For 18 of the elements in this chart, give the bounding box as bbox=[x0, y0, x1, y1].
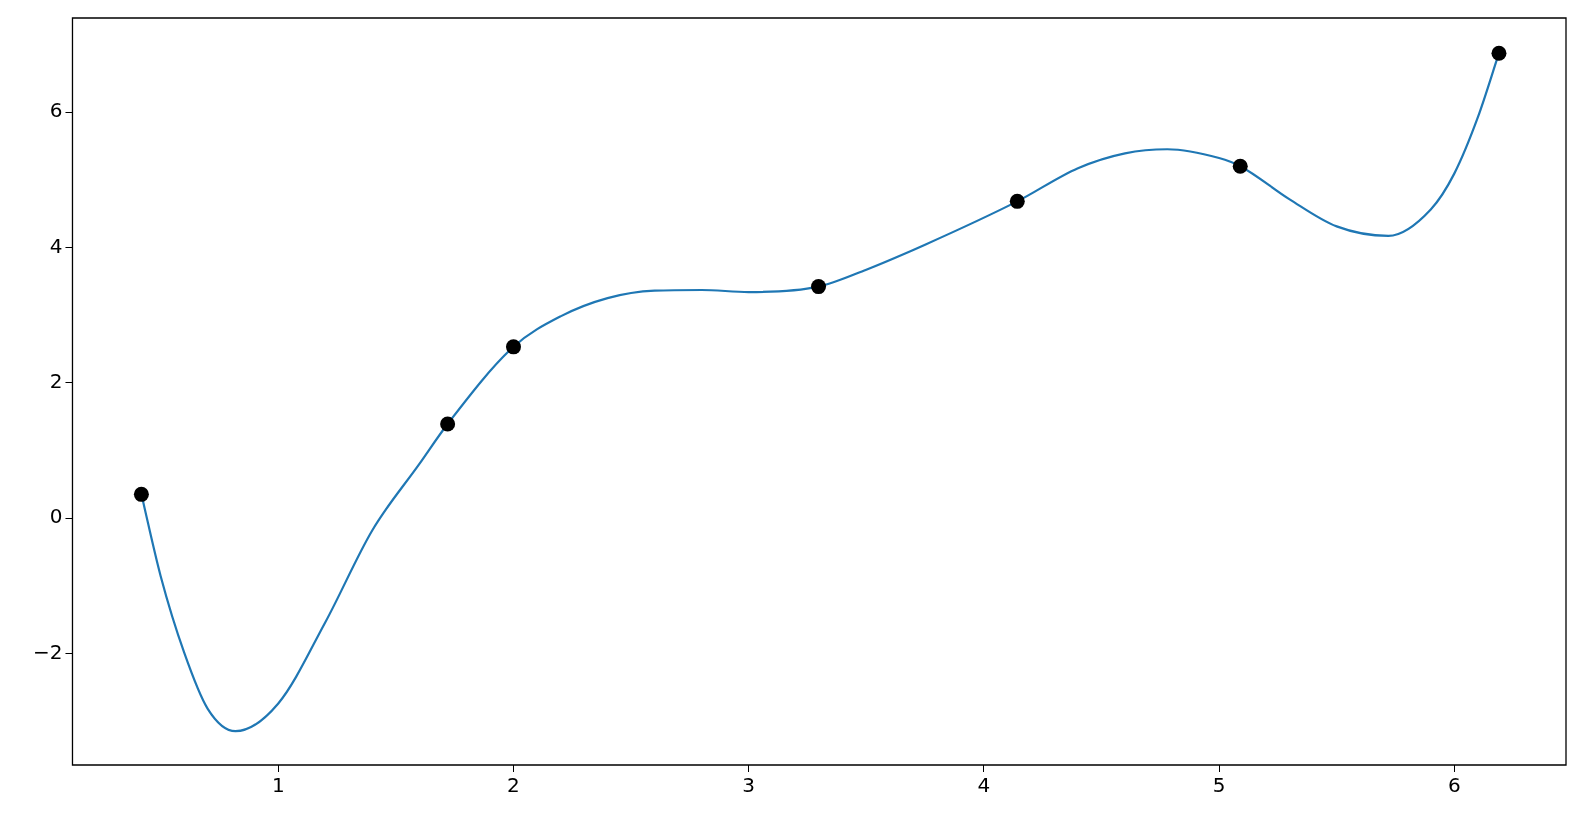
point bbox=[1009, 193, 1025, 209]
x-tick-label: 4 bbox=[977, 773, 991, 798]
x-tick-label: 5 bbox=[1212, 773, 1226, 798]
point bbox=[133, 486, 149, 502]
x-tick-label: 6 bbox=[1447, 773, 1461, 798]
y-tick-label: 0 bbox=[49, 504, 63, 529]
point bbox=[505, 339, 521, 355]
point bbox=[440, 416, 456, 432]
x-tick-label: 2 bbox=[507, 773, 520, 798]
point bbox=[811, 279, 827, 295]
y-tick-label: 4 bbox=[49, 233, 63, 258]
y-tick-label: 2 bbox=[49, 368, 63, 393]
y-tick-label: −2 bbox=[33, 639, 63, 664]
point bbox=[1491, 45, 1507, 61]
x-tick-label: 1 bbox=[271, 773, 285, 798]
point bbox=[1232, 158, 1248, 174]
y-tick-label: 6 bbox=[49, 98, 63, 123]
x-tick-label: 3 bbox=[742, 773, 756, 798]
